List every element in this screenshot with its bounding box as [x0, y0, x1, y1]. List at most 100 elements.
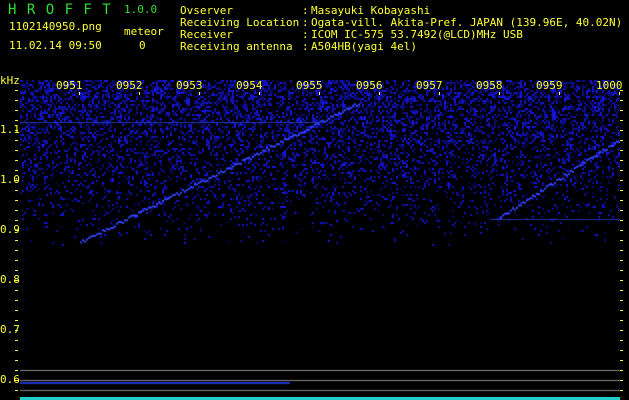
- file-name: 1102140950.png: [9, 20, 102, 33]
- axis-tick: [15, 250, 18, 251]
- axis-tick: [15, 330, 18, 331]
- time-tick-label: 0951: [56, 79, 83, 92]
- axis-tick: [620, 110, 623, 111]
- time-tick-label: 0953: [176, 79, 203, 92]
- axis-tick: [15, 310, 18, 311]
- axis-tick: [15, 120, 18, 121]
- info-value-location: Ogata-vill. Akita-Pref. JAPAN (139.96E, …: [311, 16, 623, 29]
- axis-tick: [620, 200, 623, 201]
- axis-tick: [620, 300, 623, 301]
- info-label-observer: Ovserver: [180, 4, 233, 17]
- axis-tick: [15, 190, 18, 191]
- app-version: 1.0.0: [124, 3, 158, 16]
- axis-tick: [15, 320, 18, 321]
- axis-tick: [620, 220, 623, 221]
- app-title: H R O F F T: [8, 2, 112, 18]
- axis-tick: [15, 300, 18, 301]
- axis-tick: [620, 180, 623, 181]
- axis-tick: [620, 150, 623, 151]
- axis-tick: [15, 90, 18, 91]
- axis-tick: [15, 370, 18, 371]
- time-tick-label: 0958: [476, 79, 503, 92]
- axis-tick: [620, 360, 623, 361]
- axis-tick: [620, 90, 623, 91]
- colon: :: [302, 28, 309, 41]
- axis-tick: [620, 380, 623, 381]
- axis-tick: [15, 110, 18, 111]
- axis-tick: [559, 92, 560, 95]
- axis-tick: [15, 340, 18, 341]
- axis-tick: [499, 92, 500, 95]
- axis-tick: [620, 260, 623, 261]
- axis-tick: [15, 130, 18, 131]
- axis-tick: [15, 270, 18, 271]
- axis-tick: [15, 180, 18, 181]
- time-tick-label: 0954: [236, 79, 263, 92]
- axis-tick: [620, 210, 623, 211]
- info-value-antenna: A504HB(yagi 4el): [311, 40, 417, 53]
- y-tick-label: 1.0: [0, 173, 20, 186]
- axis-tick: [139, 92, 140, 95]
- spectrogram: [20, 80, 620, 396]
- axis-tick: [15, 290, 18, 291]
- axis-tick: [15, 140, 18, 141]
- axis-tick: [620, 160, 623, 161]
- axis-tick: [620, 370, 623, 371]
- axis-tick: [15, 220, 18, 221]
- axis-tick: [319, 92, 320, 95]
- axis-tick: [15, 360, 18, 361]
- axis-tick: [15, 280, 18, 281]
- axis-tick: [620, 310, 623, 311]
- colon: :: [302, 16, 309, 29]
- axis-tick: [15, 260, 18, 261]
- y-tick-label: 0.6: [0, 373, 20, 386]
- axis-tick: [620, 140, 623, 141]
- axis-tick: [620, 250, 623, 251]
- info-value-receiver: ICOM IC-575 53.7492(@LCD)MHz USB: [311, 28, 523, 41]
- axis-tick: [79, 92, 80, 95]
- time-tick-label: 0959: [536, 79, 563, 92]
- axis-tick: [620, 340, 623, 341]
- axis-tick: [199, 92, 200, 95]
- axis-tick: [15, 170, 18, 171]
- colon: :: [302, 4, 309, 17]
- axis-tick: [15, 200, 18, 201]
- time-tick-label: 0952: [116, 79, 143, 92]
- y-tick-label: 1.1: [0, 123, 20, 136]
- axis-tick: [620, 130, 623, 131]
- axis-tick: [259, 92, 260, 95]
- time-tick-label: 1000: [596, 79, 623, 92]
- axis-tick: [620, 350, 623, 351]
- axis-tick: [620, 240, 623, 241]
- axis-tick: [15, 380, 18, 381]
- axis-tick: [620, 120, 623, 121]
- axis-tick: [620, 290, 623, 291]
- meteor-label: meteor: [124, 25, 164, 38]
- y-unit-label: kHz: [0, 74, 20, 87]
- axis-tick: [15, 150, 18, 151]
- axis-tick: [620, 190, 623, 191]
- axis-tick: [620, 230, 623, 231]
- info-value-observer: Masayuki Kobayashi: [311, 4, 431, 17]
- axis-tick: [619, 92, 620, 95]
- info-label-receiver: Receiver: [180, 28, 233, 41]
- axis-tick: [15, 350, 18, 351]
- detection-bar: [20, 397, 620, 400]
- axis-tick: [620, 330, 623, 331]
- axis-tick: [15, 390, 18, 391]
- info-label-location: Receiving Location: [180, 16, 300, 29]
- axis-tick: [620, 320, 623, 321]
- y-tick-label: 0.8: [0, 273, 20, 286]
- time-tick-label: 0957: [416, 79, 443, 92]
- y-tick-label: 0.7: [0, 323, 20, 336]
- time-tick-label: 0956: [356, 79, 383, 92]
- axis-tick: [379, 92, 380, 95]
- info-label-antenna: Receiving antenna: [180, 40, 293, 53]
- axis-tick: [15, 210, 18, 211]
- axis-tick: [15, 230, 18, 231]
- meteor-count: 0: [139, 39, 146, 52]
- axis-tick: [620, 100, 623, 101]
- axis-tick: [15, 100, 18, 101]
- axis-tick: [15, 240, 18, 241]
- timestamp: 11.02.14 09:50: [9, 39, 102, 52]
